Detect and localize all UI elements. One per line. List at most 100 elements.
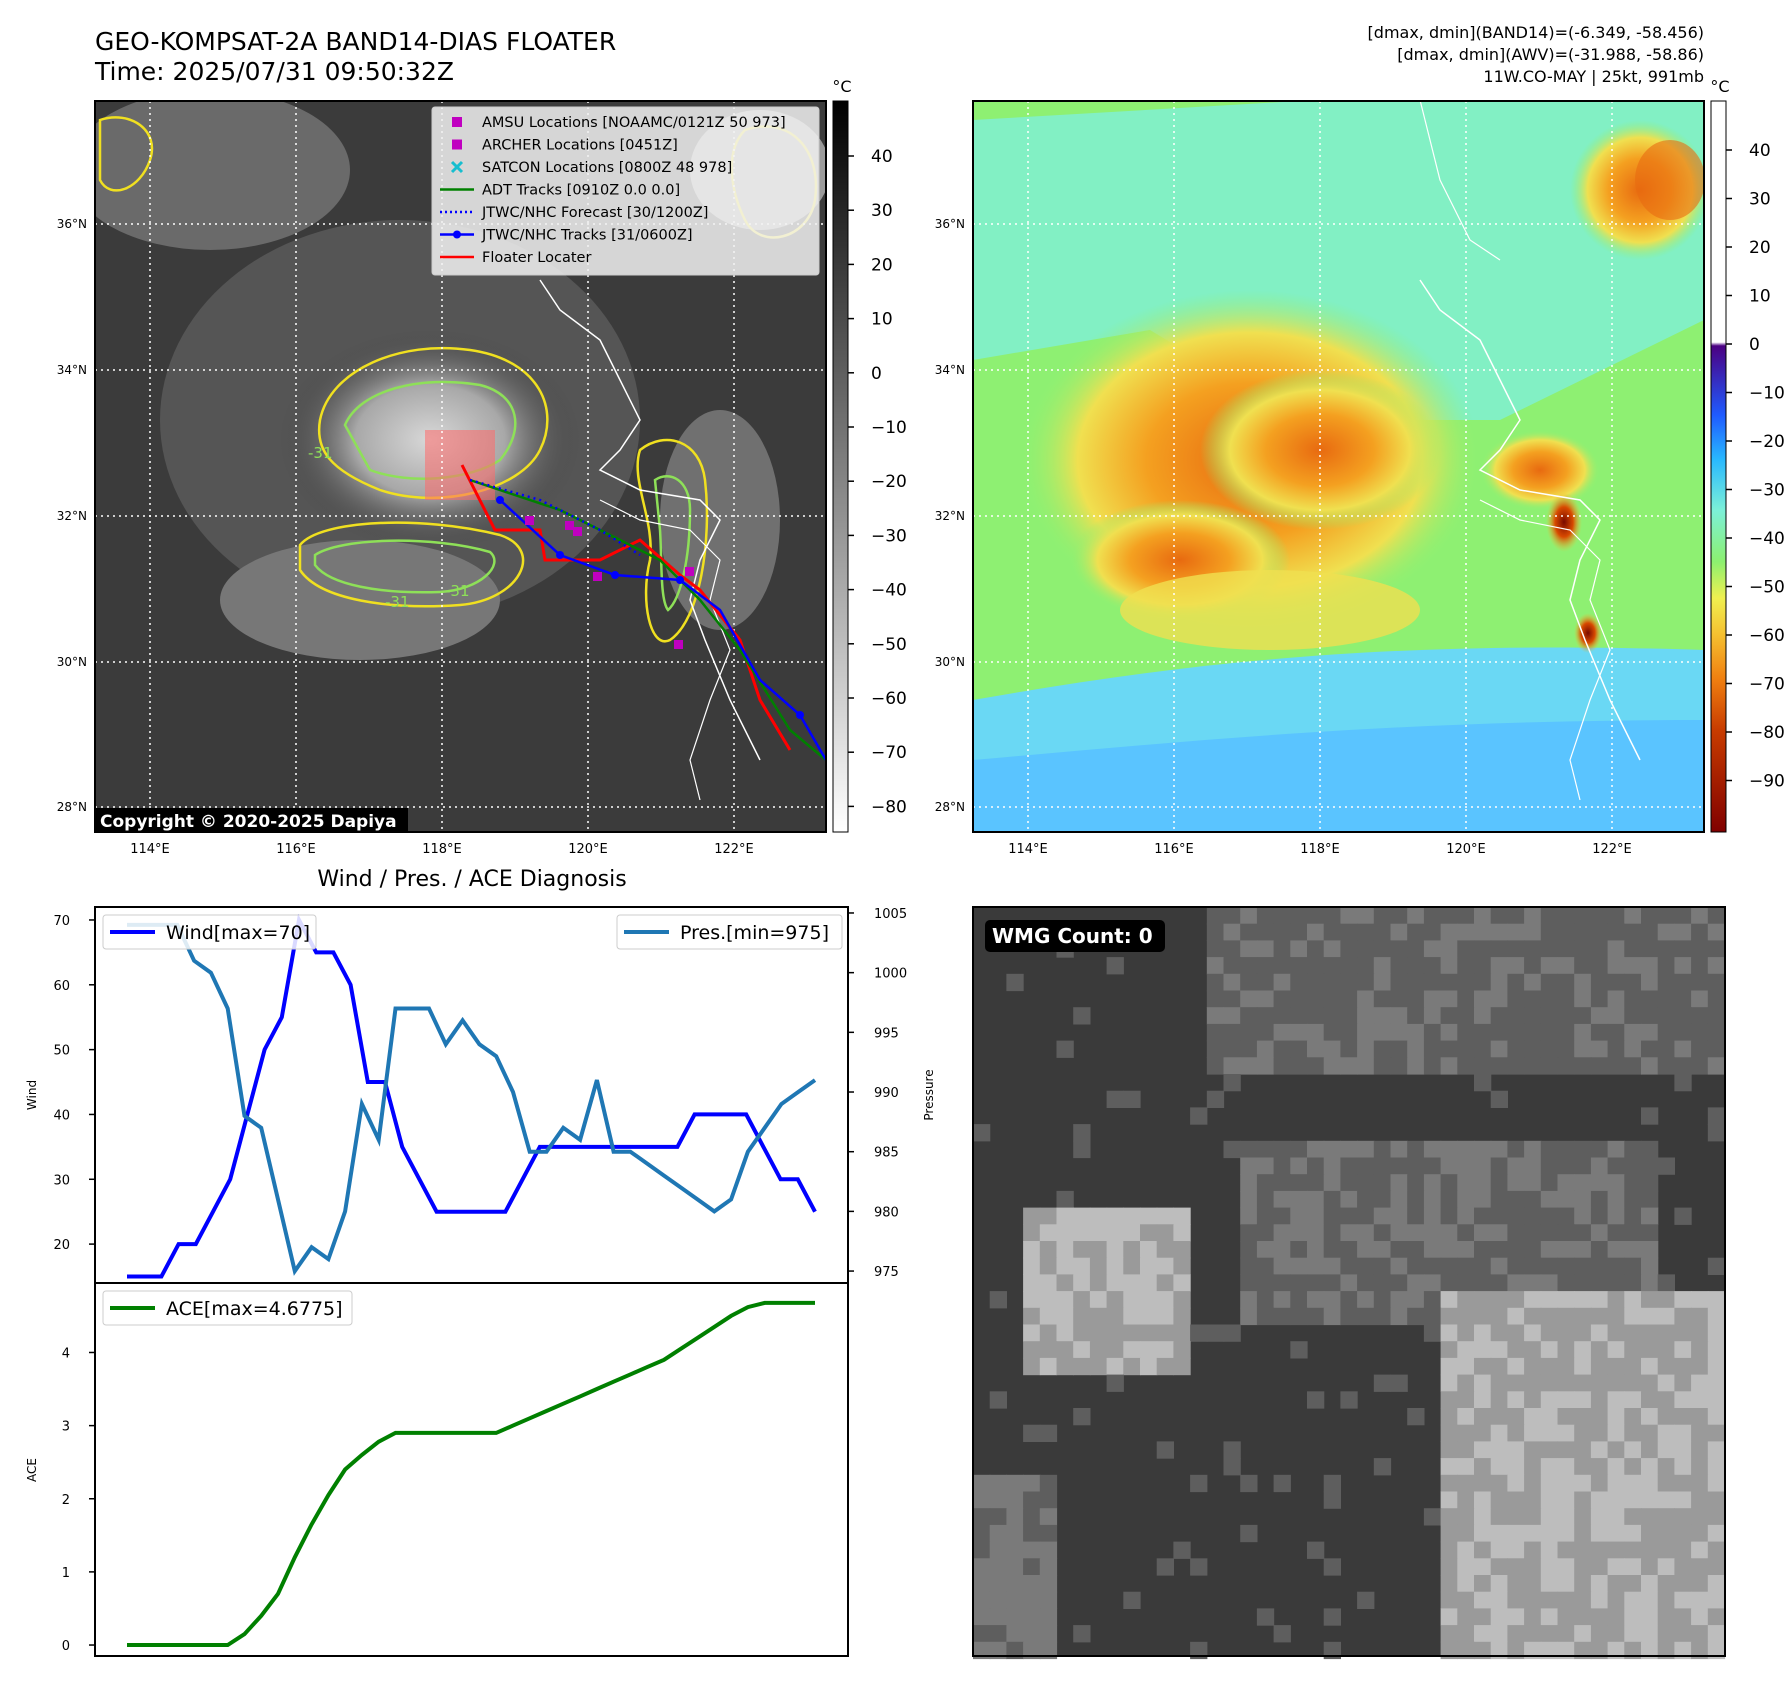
wmg-pixel (1390, 1224, 1408, 1242)
wmg-pixel (1540, 1341, 1559, 1359)
wmg-pixel (1323, 1207, 1341, 1225)
wmg-pixel (1023, 1424, 1041, 1442)
wmg-pixel (1056, 1190, 1074, 1209)
wmg-pixel (1641, 1491, 1659, 1509)
wmg-pixel (1323, 1608, 1341, 1626)
lat-gridlines (95, 223, 826, 808)
wmg-pixel (1340, 907, 1358, 925)
wmg-pixel (1457, 1274, 1475, 1292)
axis-tick-label: 995 (874, 1026, 899, 1041)
wmg-pixel (1657, 923, 1675, 941)
wmg-pixel (1106, 1291, 1124, 1309)
ir-lon-labels: 114°E 116°E 118°E 120°E 122°E (130, 842, 754, 857)
wmg-pixel (1490, 1023, 1508, 1042)
wmg-pixel (1507, 1391, 1525, 1409)
wmg-pixel (1173, 1341, 1191, 1359)
wmg-pixel (1340, 1057, 1358, 1075)
wmg-pixel (1423, 990, 1442, 1008)
wmg-pixel (1290, 973, 1308, 992)
wmg-pixel (1641, 1374, 1659, 1392)
wmg-pixel (1440, 1608, 1458, 1626)
wmg-pixel (1557, 1207, 1575, 1225)
wmg-pixel (1674, 1508, 1692, 1526)
wmg-pixel (1507, 1207, 1525, 1225)
wmg-pixel (1624, 1341, 1642, 1359)
wmg-pixel (1590, 1491, 1609, 1509)
wv-lon-labels: 114°E 116°E 118°E 120°E 122°E (1008, 842, 1632, 857)
wmg-pixel (1290, 1007, 1308, 1025)
wmg-pixel (1039, 1608, 1058, 1626)
wmg-pixel (1524, 1391, 1542, 1409)
wmg-pixel (1607, 1274, 1625, 1292)
wmg-pixel (1557, 1524, 1575, 1543)
wmg-pixel (1390, 1057, 1408, 1075)
wmg-pixel (1624, 1207, 1642, 1225)
wmg-pixel (1323, 1641, 1341, 1660)
wmg-pixel (1006, 1541, 1024, 1559)
wmg-pixel (1423, 923, 1442, 941)
wmg-pixel (1474, 1341, 1492, 1359)
wmg-pixel (1390, 1174, 1408, 1192)
wmg-pixel (1624, 1541, 1642, 1559)
wmg-pixel (1273, 1207, 1291, 1225)
wmg-pixel (1390, 1374, 1408, 1392)
wmg-pixel (1089, 1357, 1108, 1376)
wmg-pixel (1641, 1190, 1659, 1209)
wmg-pixel (1590, 923, 1609, 941)
wmg-pixel (1323, 1474, 1341, 1493)
wmg-pixel (1540, 1274, 1559, 1292)
wmg-pixel (1524, 907, 1542, 925)
wmg-pixel (1290, 957, 1308, 975)
legend-label: JTWC/NHC Forecast [30/1200Z] (481, 205, 708, 221)
wmg-pixel (1423, 973, 1442, 992)
colorbar-tick-label: −30 (871, 526, 907, 546)
wmg-pixel (1707, 1541, 1726, 1559)
wmg-pixel (1490, 1057, 1508, 1075)
wmg-pixel (1657, 1441, 1675, 1459)
lat-label: 28°N (935, 800, 965, 814)
wmg-pixel (1340, 1207, 1358, 1225)
wmg-pixel (1674, 1374, 1692, 1392)
wmg-pixel (1641, 1575, 1659, 1593)
wmg-pixel (1407, 1007, 1425, 1025)
wmg-pixel (1440, 1190, 1458, 1209)
wmg-pixel (1423, 1307, 1442, 1326)
wmg-pixel (1173, 1207, 1191, 1225)
wmg-pixel (1307, 1057, 1325, 1075)
wmg-pixel (1641, 1207, 1659, 1225)
wmg-pixel (1707, 1307, 1726, 1326)
wmg-pixel (1323, 907, 1341, 925)
wmg-pixel (1540, 1307, 1559, 1326)
wmg-pixel (1507, 1040, 1525, 1058)
wmg-pixel (1590, 1541, 1609, 1559)
wmg-pixel (1624, 973, 1642, 992)
wmg-pixel (1323, 1257, 1341, 1275)
wmg-pixel (1624, 1391, 1642, 1409)
wmg-pixel (1123, 1357, 1141, 1376)
wmg-pixel (1507, 973, 1525, 992)
wmg-pixel (1540, 1408, 1559, 1426)
colorbar-tick-label: −10 (1749, 384, 1785, 404)
wmg-pixel (1507, 1241, 1525, 1259)
wmg-pixel (1707, 1057, 1726, 1075)
figure-title: GEO-KOMPSAT-2A BAND14-DIAS FLOATER (95, 27, 616, 56)
wmg-pixel (1590, 957, 1609, 975)
wmg-pixel (1557, 1558, 1575, 1576)
wmg-pixel (1607, 1307, 1625, 1326)
legend-item: ADT Tracks [0910Z 0.0 0.0] (440, 183, 680, 199)
wmg-pixel (1474, 1441, 1492, 1459)
wmg-pixel (1407, 1224, 1425, 1242)
wmg-pixel (1206, 973, 1225, 992)
wmg-pixel (1256, 1608, 1275, 1626)
wmg-pixel (1307, 1391, 1325, 1409)
wmg-pixel (1557, 1057, 1575, 1075)
wmg-pixel (1590, 1274, 1609, 1292)
wmg-pixel (1540, 1458, 1559, 1476)
wmg-pixel (1290, 1291, 1308, 1309)
wmg-pixel (1557, 1408, 1575, 1426)
colorbar-tick-label: −60 (1749, 626, 1785, 646)
wmg-pixel (1707, 1608, 1726, 1626)
wmg-pixel (1507, 1307, 1525, 1326)
wmg-pixel (1641, 1324, 1659, 1342)
wmg-pixel (1624, 1174, 1642, 1192)
